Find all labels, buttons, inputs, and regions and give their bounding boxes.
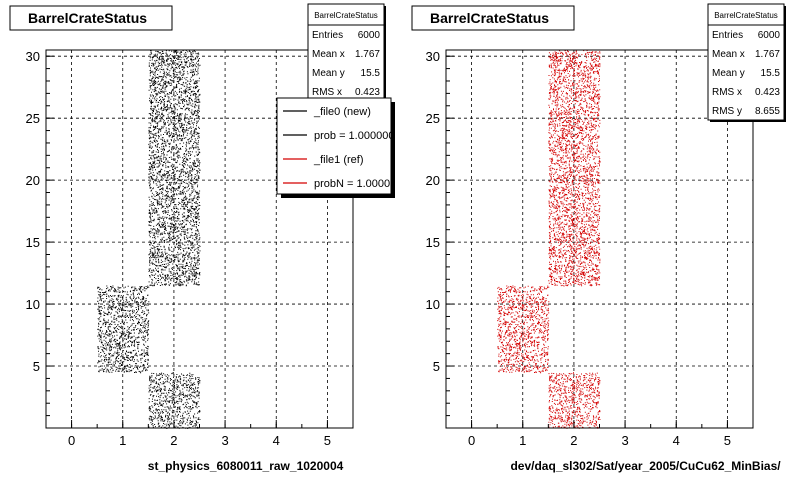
stats-title: BarrelCrateStatus (714, 11, 778, 20)
y-tick-label: 20 (26, 173, 40, 188)
stats-label: RMS x (712, 87, 742, 98)
y-tick-label: 10 (426, 297, 440, 312)
y-tick-label: 20 (426, 173, 440, 188)
stats-label: RMS y (712, 106, 742, 117)
stats-label: Entries (312, 30, 343, 41)
stats-box (307, 3, 385, 101)
stats-label: RMS x (312, 87, 342, 98)
legend-entry-1: _file0 (new) (313, 106, 371, 118)
x-tick-label: 1 (519, 433, 526, 448)
x-tick-label: 0 (68, 433, 75, 448)
x-tick-label: 5 (724, 433, 731, 448)
x-tick-label: 3 (221, 433, 228, 448)
legend-entry-2: prob = 1.000000 (314, 130, 394, 142)
stats-value: 0.423 (355, 87, 380, 98)
y-tick-label: 15 (426, 235, 440, 250)
stats-label: Mean y (312, 68, 345, 79)
x-tick-label: 2 (170, 433, 177, 448)
stats-label: Mean x (712, 49, 745, 60)
x-tick-label: 4 (673, 433, 680, 448)
stats-value: 6000 (758, 30, 781, 41)
y-tick-label: 5 (33, 359, 40, 374)
stats-value: 8.655 (755, 106, 780, 117)
chart-title: BarrelCrateStatus (430, 10, 549, 26)
y-tick-label: 15 (26, 235, 40, 250)
plot-panel-2: 0 1 2 3 4 5 5 10 15 20 25 30 dev/daq_sl302/Sat/year_… (411, 3, 786, 473)
stats-label: Mean y (712, 68, 745, 79)
x-axis-label: dev/daq_sl302/Sat/year_2005/CuCu62_MinBi… (510, 459, 781, 473)
stats-label: Entries (712, 30, 743, 41)
scatter-region-3 (148, 372, 201, 429)
x-tick-label: 3 (621, 433, 628, 448)
stats-value: 1.767 (355, 49, 380, 60)
stats-label: Mean x (312, 49, 345, 60)
x-tick-label: 4 (273, 433, 280, 448)
legend-entry-3: _file1 (ref) (313, 154, 364, 166)
title-box (411, 5, 575, 31)
legend-entry-4: probN = 1.000000 (314, 178, 402, 190)
y-tick-label: 5 (433, 359, 440, 374)
scatter-region-3 (548, 372, 601, 429)
x-tick-label: 5 (324, 433, 331, 448)
stats-value: 15.5 (761, 68, 781, 79)
stats-value: 1.767 (755, 49, 780, 60)
stats-value: 6000 (358, 30, 381, 41)
plot-panel-1: 0 1 2 3 4 5 5 10 15 20 25 30 st_physics_6080011_raw_… (9, 3, 402, 473)
y-tick-label: 10 (26, 297, 40, 312)
x-tick-label: 1 (119, 433, 126, 448)
legend-box (276, 97, 392, 195)
title-box (9, 5, 173, 31)
scatter-region-2 (97, 285, 150, 374)
scatter-region-1 (148, 50, 201, 287)
x-axis-label: st_physics_6080011_raw_1020004 (148, 459, 344, 473)
stats-value: 0.423 (755, 87, 780, 98)
legend: _file0 (new) prob = 1.000000 _file1 (ref) p… (283, 106, 402, 190)
y-tick-label: 25 (26, 111, 40, 126)
y-tick-label: 30 (26, 49, 40, 64)
y-tick-label: 25 (426, 111, 440, 126)
scatter-region-2 (497, 285, 550, 374)
x-tick-label: 0 (468, 433, 475, 448)
x-tick-label: 2 (570, 433, 577, 448)
stats-title: BarrelCrateStatus (314, 11, 378, 20)
stats-value: 15.5 (361, 68, 381, 79)
y-tick-label: 30 (426, 49, 440, 64)
chart-title: BarrelCrateStatus (28, 10, 147, 26)
stats-box (707, 3, 785, 121)
